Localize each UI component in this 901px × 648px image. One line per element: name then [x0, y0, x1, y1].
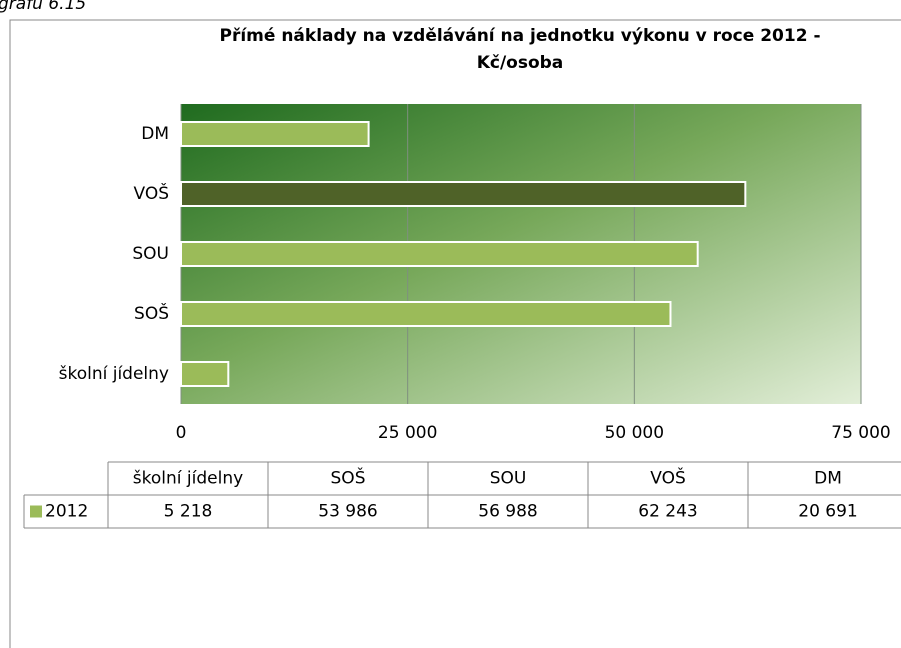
caption: grafu 6.15	[0, 0, 86, 14]
table-value: 56 988	[478, 502, 537, 522]
bar	[180, 241, 699, 267]
chart-title: Přímé náklady na vzdělávání na jednotku …	[220, 26, 821, 46]
table-header: DM	[814, 469, 842, 489]
y-tick-label: školní jídelny	[59, 364, 169, 384]
table-header: školní jídelny	[133, 469, 243, 489]
x-tick-label: 50 000	[605, 423, 664, 443]
x-tick-label: 75 000	[831, 423, 890, 443]
legend-label: 2012	[45, 502, 88, 522]
y-tick-label: SOU	[132, 244, 169, 264]
chart-title: Kč/osoba	[477, 53, 564, 73]
table-value: 5 218	[164, 502, 213, 522]
bar	[180, 361, 230, 387]
table-header: VOŠ	[650, 467, 686, 489]
bar	[180, 181, 747, 207]
y-tick-label: SOŠ	[134, 302, 169, 324]
table-value: 20 691	[798, 502, 857, 522]
y-tick-label: VOŠ	[133, 182, 169, 204]
bar	[180, 301, 672, 327]
y-tick-label: DM	[141, 124, 169, 144]
bar	[180, 121, 370, 147]
table-value: 62 243	[638, 502, 697, 522]
table-header: SOU	[490, 469, 527, 489]
x-tick-label: 0	[176, 423, 187, 443]
legend-swatch	[30, 505, 42, 518]
table-value: 53 986	[318, 502, 377, 522]
table-header: SOŠ	[331, 467, 366, 489]
x-tick-label: 25 000	[378, 423, 437, 443]
